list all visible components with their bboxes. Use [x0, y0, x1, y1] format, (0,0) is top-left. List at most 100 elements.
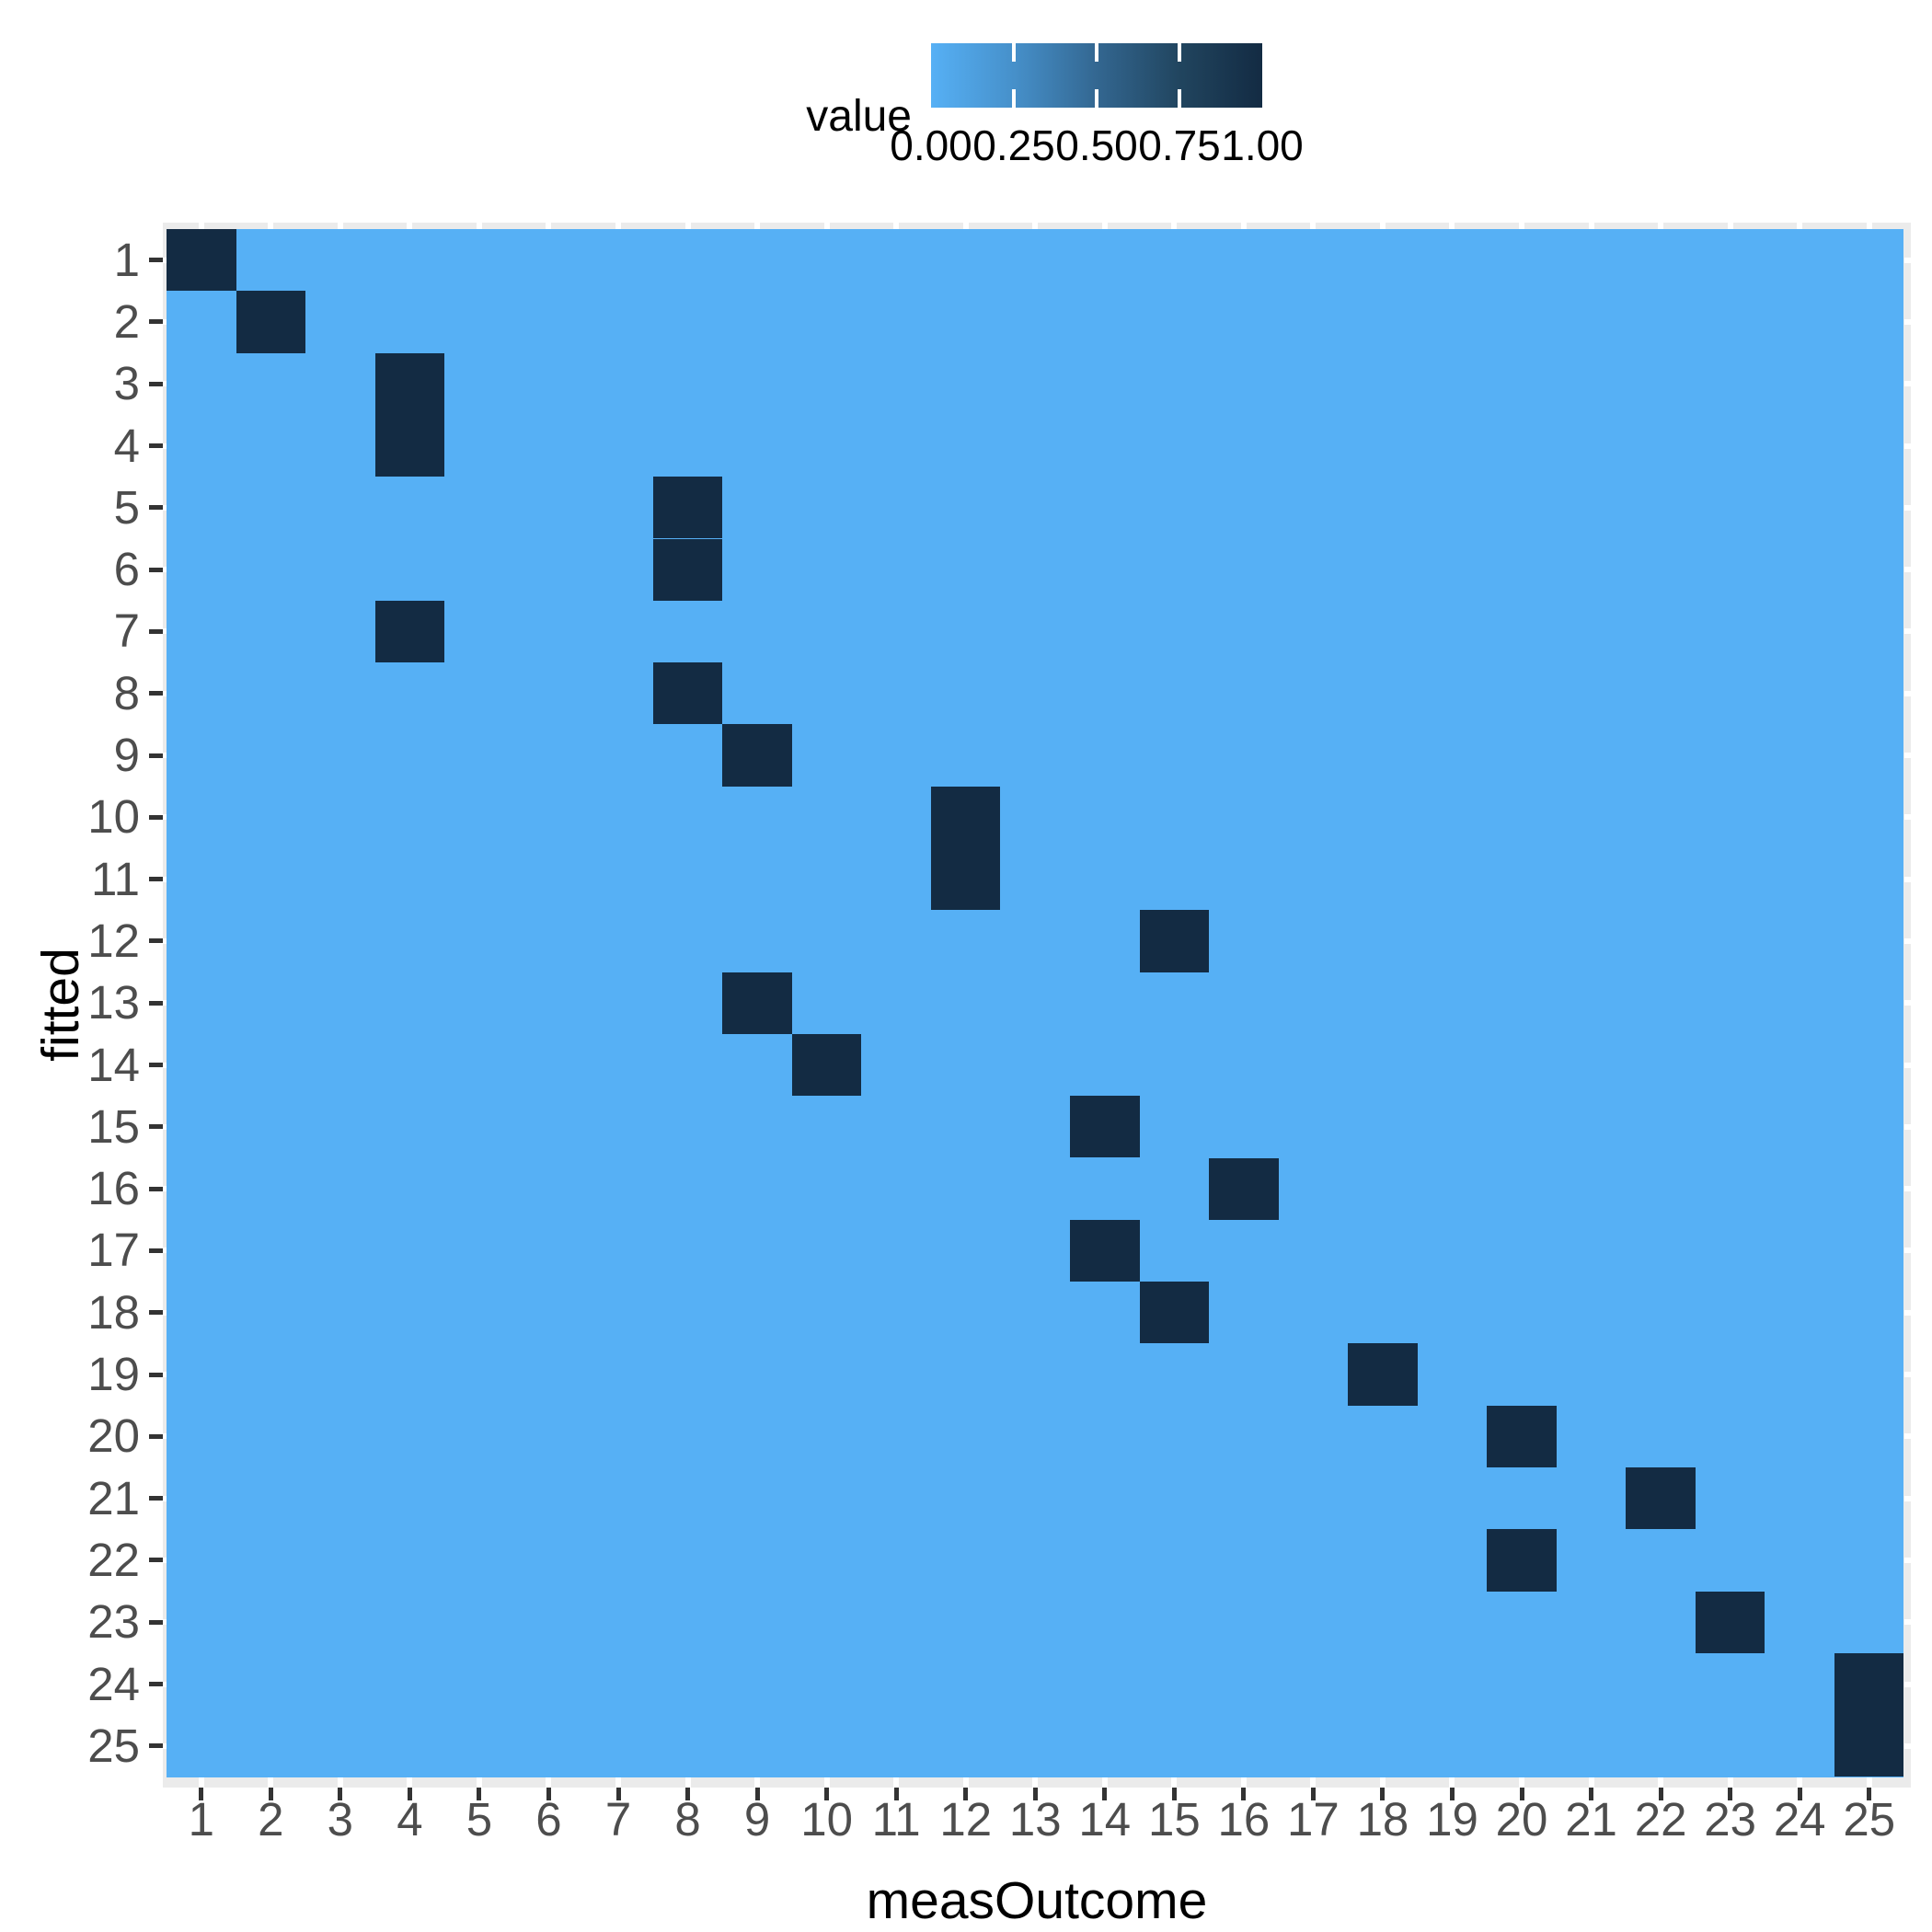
x-tick: [893, 1788, 899, 1800]
gridline-mark-top: [407, 223, 413, 229]
y-tick-label: 22: [87, 1533, 140, 1586]
gridline-mark-right: [1903, 1495, 1911, 1501]
gridline-mark-top: [1866, 223, 1872, 229]
y-tick-label: 9: [113, 729, 140, 782]
gridline-mark-left: [163, 1123, 167, 1130]
x-tick-label: 14: [1078, 1793, 1132, 1846]
gridline-mark-top: [1449, 223, 1455, 229]
y-tick-label: 23: [87, 1595, 140, 1649]
y-tick: [149, 1124, 163, 1130]
gridline-mark-left: [163, 381, 167, 387]
gridline-mark-top: [1032, 223, 1039, 229]
gridline-mark-left: [163, 1433, 167, 1440]
gridline-mark-bottom: [476, 1777, 482, 1788]
gridline-mark-bottom: [754, 1777, 761, 1788]
gridline-mark-top: [823, 223, 830, 229]
heatmap-cell: [1139, 910, 1210, 972]
gridline-mark-bottom: [615, 1777, 621, 1788]
gridline-mark-top: [962, 223, 969, 229]
heatmap-cell: [722, 724, 792, 787]
x-tick-label: 1: [188, 1793, 214, 1846]
gridline-mark-left: [163, 1619, 167, 1626]
gridline-mark-bottom: [1379, 1777, 1386, 1788]
gridline-mark-top: [1588, 223, 1594, 229]
x-tick: [1519, 1788, 1524, 1800]
y-tick: [149, 753, 163, 758]
heatmap-cell: [652, 538, 723, 601]
gridline-mark-right: [1903, 628, 1911, 635]
x-tick: [1797, 1788, 1802, 1800]
legend-tick-mark: [1012, 89, 1016, 108]
x-tick-label: 23: [1704, 1793, 1756, 1846]
plot-panel: [163, 223, 1911, 1788]
y-tick-label: 24: [87, 1657, 140, 1710]
gridline-mark-right: [1903, 257, 1911, 263]
y-tick-label: 15: [87, 1099, 140, 1153]
heatmap-cell: [1070, 1096, 1140, 1158]
gridline-mark-left: [163, 1248, 167, 1254]
y-tick-label: 5: [113, 480, 140, 534]
y-tick: [149, 1496, 163, 1501]
y-tick: [149, 258, 163, 263]
y-tick-label: 14: [87, 1038, 140, 1091]
gridline-mark-bottom: [1171, 1777, 1178, 1788]
heatmap-cell: [1487, 1529, 1557, 1592]
legend-tick-mark: [1178, 89, 1181, 108]
x-tick-label: 20: [1495, 1793, 1548, 1846]
gridline-mark-top: [1101, 223, 1108, 229]
x-tick: [268, 1788, 273, 1800]
gridline-mark-top: [337, 223, 343, 229]
x-tick: [1241, 1788, 1247, 1800]
y-tick: [149, 1433, 163, 1439]
gridline-mark-top: [198, 223, 204, 229]
heatmap-cell: [791, 1033, 862, 1097]
x-tick-label: 4: [397, 1793, 423, 1846]
legend-tick-mark: [1012, 43, 1016, 62]
heatmap-tiles: [167, 229, 1904, 1777]
gridline-mark-top: [1797, 223, 1803, 229]
legend-tick-label: 0.25: [972, 121, 1055, 169]
legend-tick-label: 0.75: [1138, 121, 1221, 169]
gridline-mark-right: [1903, 1557, 1911, 1563]
y-tick-label: 19: [87, 1348, 140, 1401]
gridline-mark-bottom: [1797, 1777, 1803, 1788]
gridline-mark-left: [163, 504, 167, 511]
x-tick-label: 24: [1773, 1793, 1826, 1846]
gridline-mark-left: [163, 1742, 167, 1749]
gridline-mark-top: [893, 223, 900, 229]
x-tick-label: 15: [1147, 1793, 1201, 1846]
heatmap-cell: [374, 600, 445, 663]
gridline-mark-right: [1903, 318, 1911, 325]
gridline-mark-left: [163, 814, 167, 821]
gridline-mark-right: [1903, 1433, 1911, 1440]
gridline-mark-top: [1171, 223, 1178, 229]
gridline-mark-right: [1903, 504, 1911, 511]
x-tick: [1728, 1788, 1733, 1800]
gridline-mark-top: [476, 223, 482, 229]
y-tick: [149, 443, 163, 449]
heatmap-cell: [236, 291, 306, 353]
y-tick-label: 13: [87, 976, 140, 1029]
x-tick: [1380, 1788, 1386, 1800]
gridline-mark-right: [1903, 1309, 1911, 1316]
gridline-mark-left: [163, 937, 167, 944]
legend-colorbar: [931, 43, 1262, 108]
x-tick: [1032, 1788, 1038, 1800]
y-tick: [149, 1248, 163, 1253]
heatmap-cell: [374, 352, 445, 415]
gridline-mark-top: [268, 223, 274, 229]
x-tick-label: 18: [1356, 1793, 1409, 1846]
x-tick-label: 8: [674, 1793, 701, 1846]
gridline-mark-right: [1903, 1681, 1911, 1687]
gridline-mark-left: [163, 1372, 167, 1378]
gridline-mark-bottom: [546, 1777, 552, 1788]
y-tick-label: 7: [113, 604, 140, 658]
y-tick-label: 10: [87, 790, 140, 844]
gridline-mark-right: [1903, 1742, 1911, 1749]
gridline-mark-bottom: [198, 1777, 204, 1788]
heatmap-cell: [930, 786, 1001, 848]
gridline-mark-right: [1903, 1619, 1911, 1626]
y-tick-label: 11: [91, 852, 140, 905]
gridline-mark-right: [1903, 1000, 1911, 1006]
